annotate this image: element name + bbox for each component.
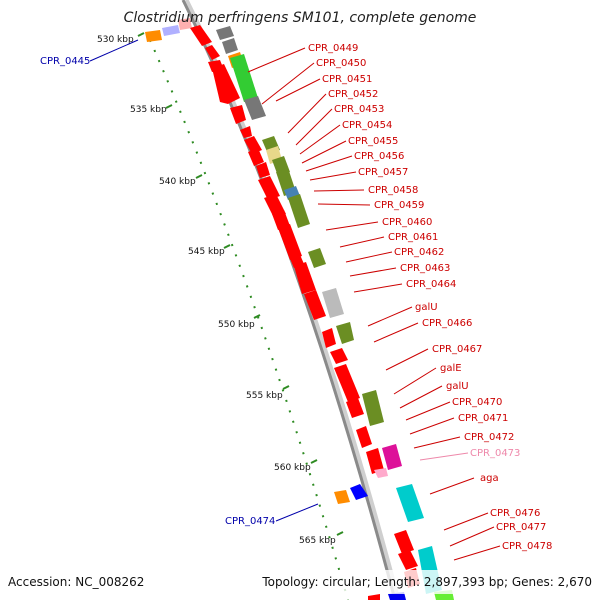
gene-feature[interactable] <box>362 390 384 426</box>
gene-feature[interactable] <box>350 484 368 500</box>
gene-feature[interactable] <box>272 210 290 230</box>
gene-label[interactable]: CPR_0453 <box>334 104 384 115</box>
gene-feature[interactable] <box>205 45 220 60</box>
tick-mark <box>137 32 145 37</box>
gene-label[interactable]: CPR_0454 <box>342 120 392 131</box>
gene-feature[interactable] <box>145 30 162 42</box>
gene-feature[interactable] <box>240 126 252 138</box>
tick-label: 530 kbp <box>97 35 134 45</box>
tick-label: 560 kbp <box>274 463 311 473</box>
gene-label[interactable]: CPR_0471 <box>458 413 508 424</box>
gene-feature[interactable] <box>356 426 372 448</box>
gene-label[interactable]: CPR_0450 <box>316 58 366 69</box>
gene-label[interactable]: aga <box>480 473 499 484</box>
gene-feature[interactable] <box>396 484 424 522</box>
reverse-strand-genes <box>145 18 420 600</box>
gene-label[interactable]: CPR_0463 <box>400 263 450 274</box>
gene-feature[interactable] <box>294 262 316 294</box>
gene-label[interactable]: CPR_0474 <box>225 516 275 527</box>
gene-feature[interactable] <box>216 26 234 40</box>
gene-label[interactable]: CPR_0461 <box>388 232 438 243</box>
tick-label: 565 kbp <box>299 536 336 546</box>
gene-feature[interactable] <box>346 398 364 418</box>
gene-labels: CPR_0445 CPR_0449 CPR_0450 CPR_0451 CPR_… <box>40 43 552 552</box>
gene-feature[interactable] <box>308 248 326 268</box>
map-title: Clostridium perfringens SM101, complete … <box>124 10 477 26</box>
gene-feature[interactable] <box>330 348 348 364</box>
gene-label[interactable]: CPR_0464 <box>406 279 456 290</box>
gene-label[interactable]: galE <box>440 363 462 374</box>
gene-label[interactable]: CPR_0478 <box>502 541 552 552</box>
tick-mark <box>165 104 173 109</box>
gene-label[interactable]: CPR_0445 <box>40 56 90 67</box>
gene-feature[interactable] <box>258 176 280 200</box>
tick-label: 540 kbp <box>159 177 196 187</box>
gene-label[interactable]: CPR_0462 <box>394 247 444 258</box>
gene-feature[interactable] <box>334 490 350 504</box>
label-leader-lines <box>89 39 501 561</box>
gene-label[interactable]: CPR_0449 <box>308 43 358 54</box>
gene-feature[interactable] <box>398 550 418 570</box>
gene-feature[interactable] <box>322 328 336 348</box>
gene-label[interactable]: CPR_0457 <box>358 167 408 178</box>
gene-feature[interactable] <box>178 18 192 30</box>
gene-label[interactable]: CPR_0472 <box>464 432 514 443</box>
footer-background <box>0 570 600 594</box>
gene-feature[interactable] <box>230 105 246 124</box>
accession-text: Accession: NC_008262 <box>8 575 144 589</box>
gene-label[interactable]: CPR_0451 <box>322 74 372 85</box>
gene-label[interactable]: CPR_0466 <box>422 318 472 329</box>
gene-feature[interactable] <box>288 194 310 228</box>
gene-feature[interactable] <box>248 148 264 166</box>
tick-mark <box>310 459 318 464</box>
tick-label: 550 kbp <box>218 320 255 330</box>
gene-feature[interactable] <box>374 468 388 478</box>
gene-label[interactable]: CPR_0459 <box>374 200 424 211</box>
gene-label[interactable]: CPR_0473 <box>470 448 520 459</box>
tick-label: 555 kbp <box>246 391 283 401</box>
tick-mark <box>282 385 290 390</box>
gene-feature[interactable] <box>304 290 326 320</box>
gene-feature[interactable] <box>368 594 380 600</box>
gene-feature[interactable] <box>162 25 180 36</box>
gene-feature[interactable] <box>336 322 354 344</box>
gene-feature[interactable] <box>212 64 240 104</box>
gene-feature[interactable] <box>222 38 238 54</box>
tick-marks <box>137 32 344 536</box>
tick-labels: 530 kbp 535 kbp 540 kbp 545 kbp 550 kbp … <box>97 35 336 546</box>
genome-stats-text: Topology: circular; Length: 2,897,393 bp… <box>261 575 592 589</box>
gene-label[interactable]: CPR_0467 <box>432 344 482 355</box>
gene-feature[interactable] <box>394 530 414 554</box>
gene-feature[interactable] <box>190 25 212 46</box>
gene-label[interactable]: galU <box>446 381 469 392</box>
gene-feature[interactable] <box>244 96 266 120</box>
gene-label[interactable]: CPR_0476 <box>490 508 540 519</box>
gene-label[interactable]: CPR_0456 <box>354 151 404 162</box>
gene-label[interactable]: galU <box>415 302 438 313</box>
tick-mark <box>195 174 203 179</box>
gene-feature[interactable] <box>366 448 384 474</box>
gene-feature[interactable] <box>256 162 270 178</box>
gene-feature[interactable] <box>288 250 304 268</box>
gene-label[interactable]: CPR_0470 <box>452 397 502 408</box>
gene-label[interactable]: CPR_0477 <box>496 522 546 533</box>
tick-mark <box>253 314 261 319</box>
gene-feature[interactable] <box>382 444 402 470</box>
gene-label[interactable]: CPR_0458 <box>368 185 418 196</box>
tick-mark <box>336 531 344 536</box>
gene-label[interactable]: CPR_0452 <box>328 89 378 100</box>
gene-feature[interactable] <box>334 364 360 402</box>
gene-feature[interactable] <box>322 288 344 318</box>
tick-label: 535 kbp <box>130 105 167 115</box>
tick-mark <box>223 244 231 249</box>
tick-label: 545 kbp <box>188 247 225 257</box>
gene-label[interactable]: CPR_0460 <box>382 217 432 228</box>
gene-label[interactable]: CPR_0455 <box>348 136 398 147</box>
gene-feature[interactable] <box>230 54 258 102</box>
